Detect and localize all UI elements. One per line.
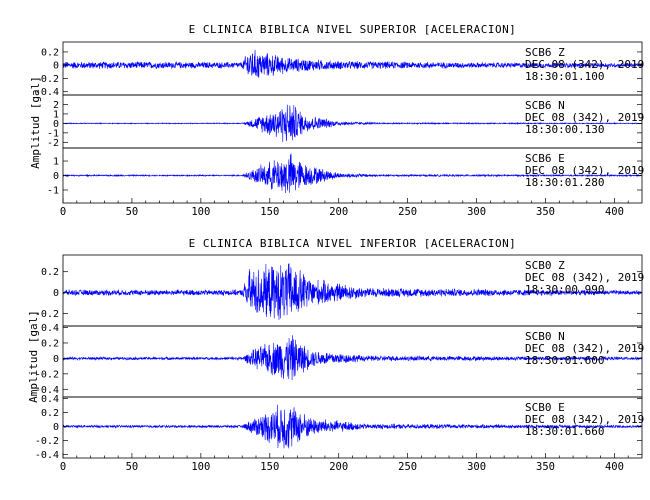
date-label: DEC 08 (342), 2019 <box>525 342 644 355</box>
y-tick-label: -0.2 <box>35 74 59 85</box>
x-tick-label: 0 <box>60 206 66 218</box>
x-tick-label: 300 <box>467 206 486 218</box>
x-tick-label: 100 <box>191 461 210 473</box>
panel-title: E CLINICA BIBLICA NIVEL INFERIOR [ACELER… <box>189 237 517 250</box>
station-label: SCB0 N <box>525 330 565 343</box>
waveform-line <box>63 404 642 449</box>
waveform-line <box>63 104 642 142</box>
date-label: DEC 08 (342), 2019 <box>525 271 644 284</box>
y-tick-label: -0.4 <box>35 385 59 396</box>
y-tick-label: -0.4 <box>35 87 59 98</box>
y-tick-label: 0.2 <box>41 338 59 349</box>
x-tick-label: 100 <box>191 206 210 218</box>
waveform-line <box>63 263 642 320</box>
x-tick-label: 300 <box>467 461 486 473</box>
panel-nivel-inferior: E CLINICA BIBLICA NIVEL INFERIOR [ACELER… <box>27 237 644 473</box>
y-tick-label: 0 <box>53 61 59 72</box>
x-tick-label: 250 <box>398 461 417 473</box>
time-label: 18:30:01.600 <box>525 354 604 367</box>
y-tick-label: 2 <box>53 100 59 111</box>
y-tick-label: 0.2 <box>41 47 59 58</box>
x-tick-label: 350 <box>536 461 555 473</box>
y-tick-label: -2 <box>47 138 59 149</box>
station-label: SCB0 Z <box>525 259 565 272</box>
date-label: DEC 08 (342), 2019 <box>525 164 644 177</box>
time-label: 18:30:01.660 <box>525 425 604 438</box>
y-tick-label: -0.2 <box>35 369 59 380</box>
waveform-line <box>63 335 642 380</box>
x-tick-label: 0 <box>60 461 66 473</box>
y-tick-label: 0.4 <box>41 394 59 405</box>
date-label: DEC 08 (342), 2019 <box>525 58 644 71</box>
panel-nivel-superior: E CLINICA BIBLICA NIVEL SUPERIOR [ACELER… <box>29 23 644 218</box>
time-label: 18:30:00.990 <box>525 283 604 296</box>
y-tick-label: 0.2 <box>41 408 59 419</box>
y-axis-label: Amplitud [gal] <box>29 76 42 169</box>
time-label: 18:30:00.130 <box>525 123 604 136</box>
x-tick-label: 400 <box>605 206 624 218</box>
y-tick-label: -1 <box>47 128 59 139</box>
station-label: SCB0 E <box>525 401 565 414</box>
y-tick-label: 0.2 <box>41 267 59 278</box>
y-tick-label: -0.4 <box>35 450 59 461</box>
waveform-line <box>63 153 642 193</box>
y-tick-label: -0.2 <box>35 436 59 447</box>
waveform-line <box>63 49 642 78</box>
x-tick-label: 150 <box>260 206 279 218</box>
y-tick-label: 0 <box>53 171 59 182</box>
x-tick-label: 50 <box>126 461 139 473</box>
x-tick-label: 200 <box>329 461 348 473</box>
panel-title: E CLINICA BIBLICA NIVEL SUPERIOR [ACELER… <box>189 23 517 36</box>
y-tick-label: 1 <box>53 109 59 120</box>
y-tick-label: -1 <box>47 185 59 196</box>
y-tick-label: 0 <box>53 422 59 433</box>
x-tick-label: 150 <box>260 461 279 473</box>
y-tick-label: 0 <box>53 288 59 299</box>
date-label: DEC 08 (342), 2019 <box>525 413 644 426</box>
time-label: 18:30:01.280 <box>525 176 604 189</box>
station-label: SCB6 E <box>525 152 565 165</box>
y-axis-label: Amplitud [gal] <box>27 310 40 403</box>
station-label: SCB6 Z <box>525 46 565 59</box>
x-tick-label: 400 <box>605 461 624 473</box>
station-label: SCB6 N <box>525 99 565 112</box>
y-tick-label: -0.2 <box>35 309 59 320</box>
x-tick-label: 350 <box>536 206 555 218</box>
y-tick-label: 0 <box>53 354 59 365</box>
y-tick-label: 1 <box>53 157 59 168</box>
y-tick-label: 0 <box>53 119 59 130</box>
y-tick-label: 0.4 <box>41 323 59 334</box>
date-label: DEC 08 (342), 2019 <box>525 111 644 124</box>
x-tick-label: 50 <box>126 206 139 218</box>
time-label: 18:30:01.100 <box>525 70 604 83</box>
x-tick-label: 200 <box>329 206 348 218</box>
x-tick-label: 250 <box>398 206 417 218</box>
